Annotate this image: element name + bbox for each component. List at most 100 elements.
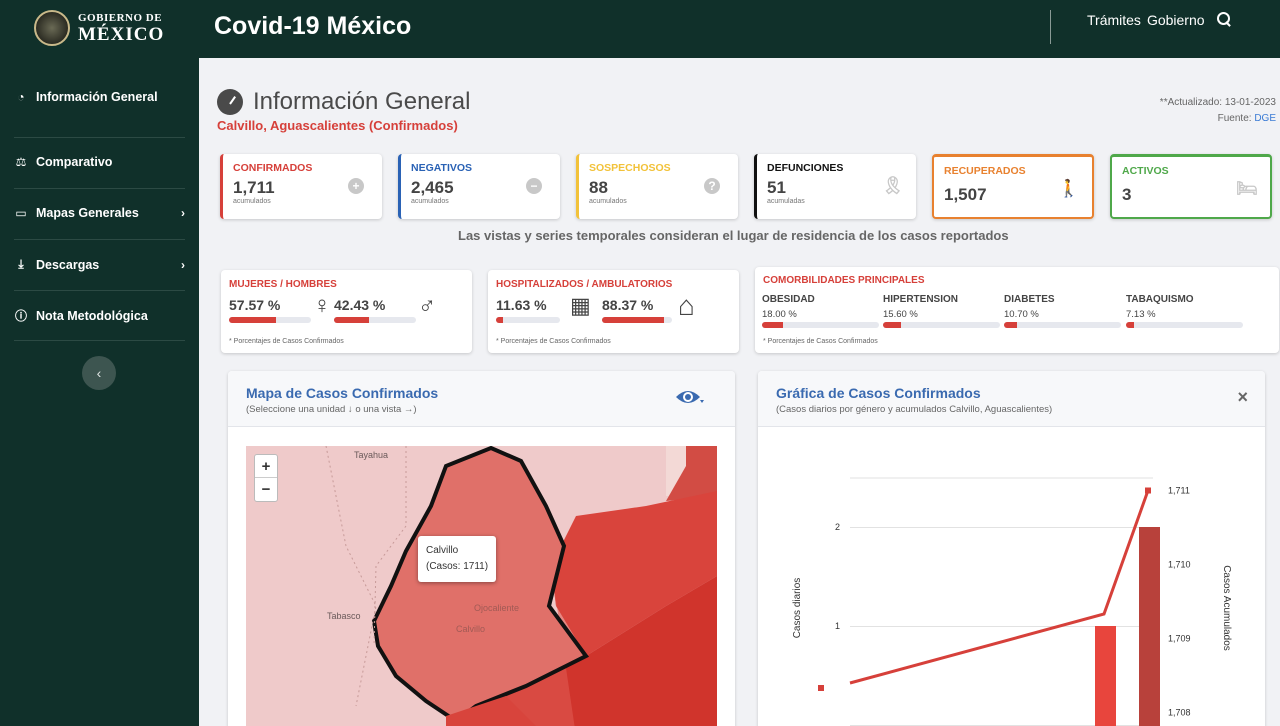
- y-tick-label-right: 1,711: [1168, 486, 1190, 496]
- download-icon: ⤓: [18, 257, 24, 271]
- chart-card-subtitle: (Casos diarios por género y acumulados C…: [776, 404, 1053, 415]
- map-card-header: Mapa de Casos Confirmados (Seleccione un…: [228, 371, 735, 427]
- sidebar-item-label: Comparativo: [36, 155, 113, 169]
- hypertension-label: HIPERTENSION: [883, 294, 959, 305]
- gobierno-link[interactable]: Gobierno: [1146, 12, 1205, 28]
- sidebar-item-mapas-generales[interactable]: ▭ Mapas Generales ›: [14, 206, 185, 220]
- main-content: Información General Calvillo, Aguascalie…: [199, 58, 1280, 726]
- male-icon: ♂: [418, 292, 436, 319]
- top-bar: GOBIERNO DE MÉXICO Covid-19 México Trámi…: [0, 0, 1280, 58]
- stat-value: 88: [589, 178, 608, 197]
- stat-card-activos[interactable]: ACTIVOS 3 🛏: [1110, 154, 1272, 219]
- stat-label: RECUPERADOS: [944, 165, 1026, 177]
- gobierno-logo[interactable]: GOBIERNO DE MÉXICO: [34, 10, 164, 46]
- female-icon: ♀: [313, 292, 331, 319]
- cumulative-line: [849, 489, 1150, 685]
- sidebar-divider: [14, 188, 185, 189]
- monitor-icon: ▭: [15, 206, 27, 220]
- diabetes-percentage: 10.70 %: [1004, 309, 1039, 320]
- info-icon: ⓘ: [14, 309, 27, 323]
- sidebar: ◔ Información General ⚖ Comparativo ▭ Ma…: [0, 58, 199, 726]
- close-icon[interactable]: ×: [1237, 387, 1248, 407]
- sidebar-divider: [14, 340, 185, 341]
- search-icon[interactable]: [1216, 12, 1233, 28]
- line-marker-end: [1145, 487, 1151, 494]
- stat-value: 2,465: [411, 178, 454, 197]
- comorbidities-panel: COMORBILIDADES PRINCIPALES OBESIDAD 18.0…: [755, 267, 1279, 353]
- plus-circle-icon: +: [348, 178, 364, 194]
- hospital-icon: ▦: [570, 293, 591, 318]
- y-tick-label-left: 2: [835, 522, 840, 532]
- women-percentage: 57.57 %: [229, 297, 281, 313]
- panel-title: COMORBILIDADES PRINCIPALES: [763, 275, 925, 286]
- stat-label: ACTIVOS: [1122, 165, 1169, 177]
- obesity-percentage: 18.00 %: [762, 309, 797, 320]
- smoking-percentage: 7.13 %: [1126, 309, 1156, 320]
- page-title: Información General: [253, 88, 471, 115]
- minus-circle-icon: −: [526, 178, 542, 194]
- ambulatory-percentage: 88.37 %: [602, 297, 654, 313]
- stat-label: NEGATIVOS: [411, 162, 473, 174]
- men-percentage: 42.43 %: [334, 297, 386, 313]
- stat-card-confirmados[interactable]: CONFIRMADOS 1,711 acumulados +: [220, 154, 382, 219]
- y-tick-label-right: 1,708: [1168, 708, 1191, 718]
- zoom-in-button[interactable]: +: [255, 455, 277, 478]
- chevron-right-icon: ›: [181, 257, 185, 272]
- sidebar-divider: [14, 239, 185, 240]
- stat-value: 1,711: [233, 178, 275, 197]
- sidebar-item-descargas[interactable]: ⤓ Descargas ›: [14, 257, 185, 272]
- tooltip-place: Calvillo: [426, 545, 459, 556]
- sidebar-item-label: Nota Metodológica: [36, 308, 148, 323]
- men-bar: [334, 317, 416, 323]
- map-card-subtitle: (Seleccione una unidad ↓ o una vista →): [246, 404, 417, 415]
- sidebar-item-nota-metodologica[interactable]: ⓘ Nota Metodológica: [14, 307, 185, 324]
- stat-sub: acumulados: [589, 198, 627, 205]
- page-subtitle: Calvillo, Aguascalientes (Confirmados): [217, 118, 458, 133]
- bed-icon: 🛏: [1236, 179, 1258, 198]
- y-tick-label-right: 1,710: [1168, 560, 1191, 570]
- place-label: Tayahua: [354, 450, 389, 460]
- sidebar-item-informacion-general[interactable]: ◔ Información General: [14, 90, 185, 104]
- dashboard-icon: [217, 89, 243, 115]
- smoking-label: TABAQUISMO: [1126, 294, 1194, 305]
- chevron-right-icon: ›: [181, 206, 185, 220]
- sidebar-item-label: Información General: [36, 90, 158, 104]
- stat-card-sospechosos[interactable]: SOSPECHOSOS 88 acumulados ?: [576, 154, 738, 219]
- stat-card-recuperados[interactable]: RECUPERADOS 1,507 🚶: [932, 154, 1094, 219]
- panel-footnote: * Porcentajes de Casos Confirmados: [496, 338, 611, 345]
- tooltip-cases: (Casos: 1711): [426, 561, 489, 572]
- hospitalized-bar: [496, 317, 560, 323]
- chart-card: Gráfica de Casos Confirmados (Casos diar…: [758, 371, 1265, 726]
- source-label: Fuente:: [1217, 113, 1252, 124]
- sidebar-item-comparativo[interactable]: ⚖ Comparativo: [14, 155, 185, 169]
- source-link[interactable]: DGE: [1254, 113, 1276, 124]
- house-icon: ⌂: [678, 290, 695, 321]
- cases-map[interactable]: Tayahua Tabasco Ojocaliente Calvillo + −…: [246, 446, 717, 726]
- cases-chart: Casos diarios Casos Acumulados 1 2 1,708 1,…: [792, 477, 1232, 726]
- sidebar-collapse-button[interactable]: ‹: [82, 356, 116, 390]
- stat-label: CONFIRMADOS: [233, 162, 313, 174]
- zoom-out-button[interactable]: −: [261, 481, 271, 498]
- top-divider: [1050, 10, 1051, 44]
- map-zoom-controls: + −: [254, 454, 278, 502]
- stat-value: 51: [767, 178, 786, 197]
- dashboard-icon: ◔: [17, 90, 25, 104]
- bar-women: [1095, 626, 1116, 726]
- panel-title: HOSPITALIZADOS / AMBULATORIOS: [496, 279, 673, 290]
- obesity-bar: [762, 322, 879, 328]
- walking-person-icon: 🚶: [1058, 179, 1080, 198]
- gender-panel: MUJERES / HOMBRES 57.57 % ♀ 42.43 % ♂ * …: [221, 270, 472, 353]
- y-axis-label-left: Casos diarios: [792, 578, 803, 639]
- tramites-link[interactable]: Trámites: [1087, 12, 1141, 28]
- place-label: Tabasco: [327, 611, 361, 621]
- updated-date: **Actualizado: 13-01-2023: [1159, 97, 1276, 108]
- obesity-label: OBESIDAD: [762, 294, 815, 305]
- hospital-panel: HOSPITALIZADOS / AMBULATORIOS 11.63 % ▦ …: [488, 270, 739, 353]
- stat-card-defunciones[interactable]: DEFUNCIONES 51 acumuladas 🎗: [754, 154, 916, 219]
- women-bar: [229, 317, 311, 323]
- y-tick-label-right: 1,709: [1168, 634, 1191, 644]
- ribbon-icon: 🎗: [882, 176, 904, 195]
- hypertension-bar: [883, 322, 1000, 328]
- eye-view-dropdown-icon[interactable]: [675, 388, 705, 408]
- stat-card-negativos[interactable]: NEGATIVOS 2,465 acumulados −: [398, 154, 560, 219]
